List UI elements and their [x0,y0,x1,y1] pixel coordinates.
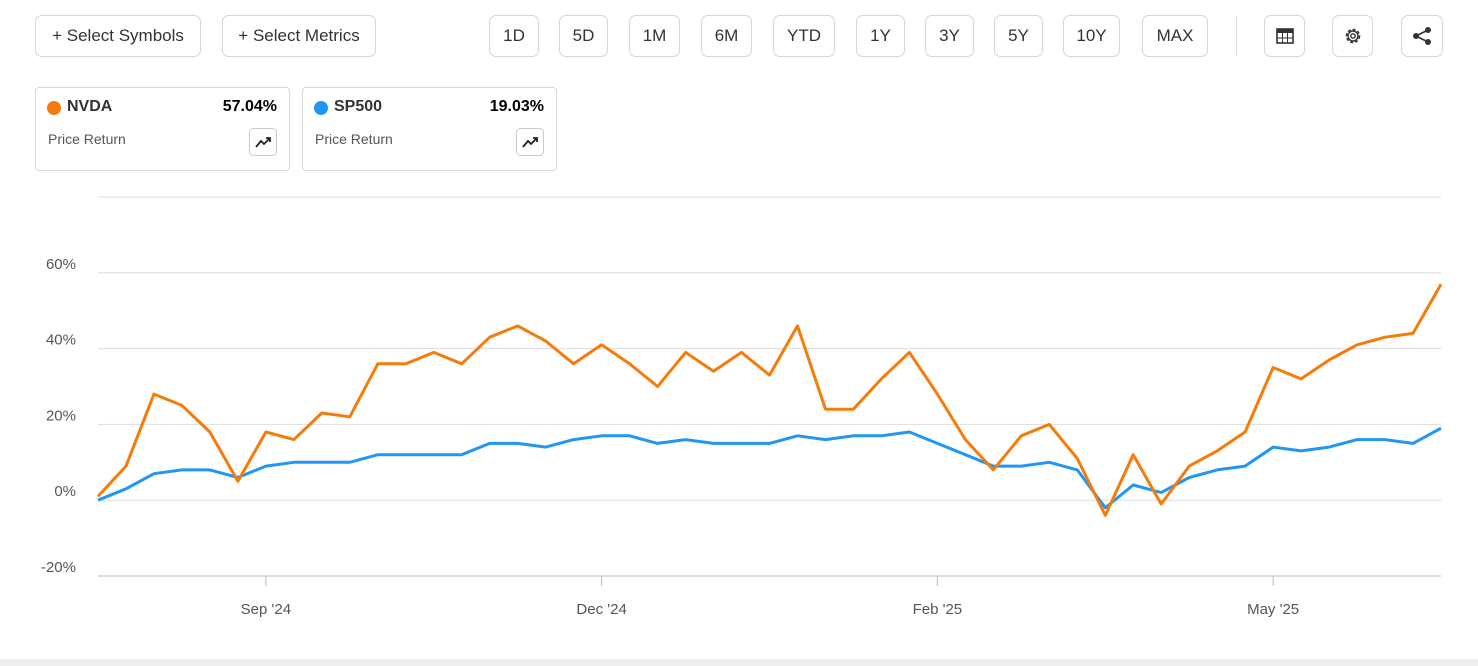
range-button[interactable]: 1M [629,15,680,57]
y-tick-label: 20% [46,407,76,424]
legend-name: SP500 [334,98,383,115]
range-button[interactable]: 10Y [1063,15,1120,57]
legend-value: 57.04% [222,98,277,115]
gear-icon [1345,28,1360,44]
series-line [96,283,1443,517]
legend-name: NVDA [67,98,113,115]
legend-card[interactable]: NVDA 57.04% Price Return [35,87,290,171]
legend-swatch [47,101,61,115]
x-tick-label: May '25 [1247,601,1299,618]
trend-icon [249,128,277,156]
settings-button[interactable] [1332,15,1373,57]
range-button[interactable]: MAX [1142,15,1208,57]
legend-metric: Price Return [48,131,126,147]
x-tick-label: Feb '25 [913,601,963,618]
range-button[interactable]: 1Y [856,15,905,57]
legend-swatch [314,101,328,115]
footer-strip [0,659,1478,666]
y-tick-label: -20% [41,559,76,576]
table-button[interactable] [1264,15,1305,57]
y-tick-label: 60% [46,256,76,273]
action-button[interactable]: + Select Metrics [222,15,376,57]
range-button[interactable]: 1D [489,15,539,57]
y-tick-label: 40% [46,332,76,349]
range-button[interactable]: YTD [773,15,835,57]
legend-card[interactable]: SP500 19.03% Price Return [302,87,557,171]
x-tick-label: Dec '24 [576,601,626,618]
share-icon [1413,27,1431,45]
separator [1236,16,1237,56]
trend-icon [516,128,544,156]
series-line [97,426,1442,510]
share-button[interactable] [1401,15,1443,57]
range-button[interactable]: 5D [559,15,608,57]
chart: -20% 0% 20% 40% 60% Sep '24 Dec '24 Feb '25 May … [41,196,1443,618]
range-button[interactable]: 6M [701,15,752,57]
action-button[interactable]: + Select Symbols [35,15,201,57]
legend-metric: Price Return [315,131,393,147]
legend-value: 19.03% [489,98,544,115]
range-button[interactable]: 5Y [994,15,1043,57]
x-tick-label: Sep '24 [241,601,291,618]
chart-type-button[interactable] [516,128,544,161]
range-button[interactable]: 3Y [925,15,974,57]
table-icon [1275,28,1294,44]
chart-type-button[interactable] [249,128,277,161]
y-tick-label: 0% [54,483,76,500]
